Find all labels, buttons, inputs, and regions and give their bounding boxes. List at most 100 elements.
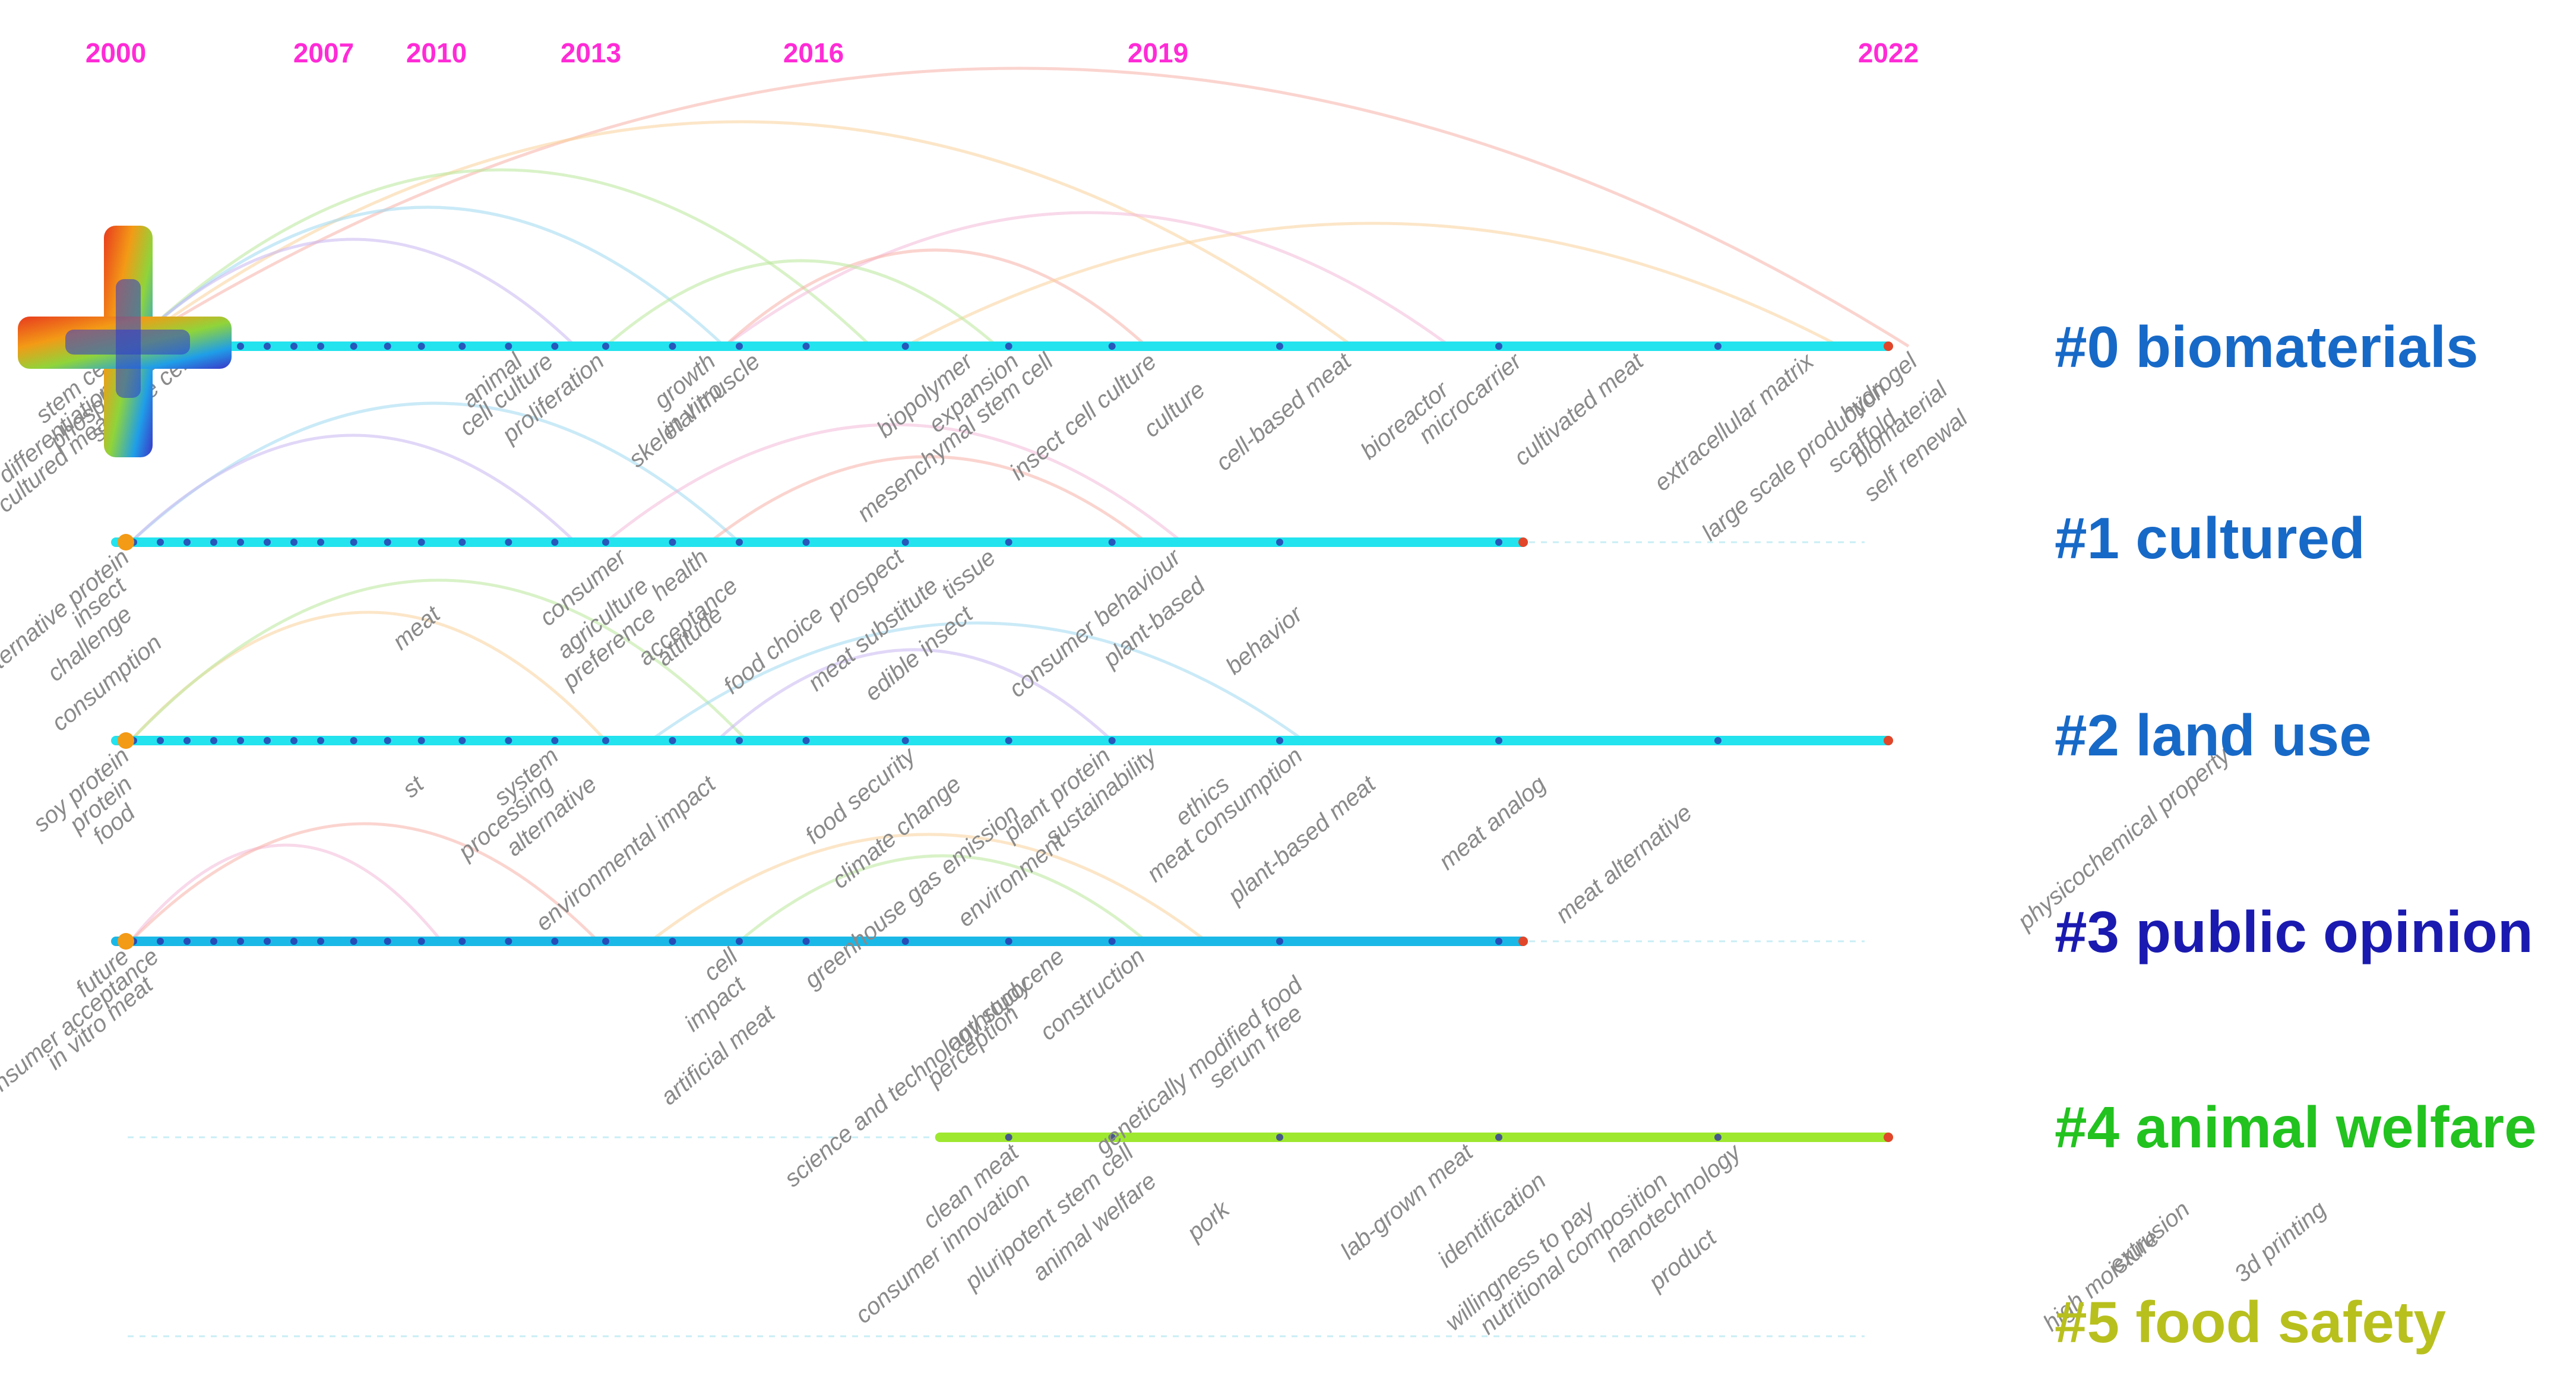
co-occurrence-arc [605,423,1183,543]
keyword-node [157,938,164,945]
keyword-node [210,938,217,945]
keyword-node [210,539,217,546]
cluster-label-0: #0 biomaterials [2055,314,2479,379]
keyword-node [384,343,391,350]
keyword-node [505,737,512,744]
co-occurrence-arcs [129,67,1910,942]
keyword-node [736,539,743,546]
keyword-node [1276,343,1283,350]
track-start-node [118,534,134,551]
co-occurrence-arc [649,833,1208,942]
co-occurrence-arc [129,843,443,942]
keyword-label: cultivated meat [1509,347,1649,471]
keyword-label: st [398,770,430,803]
keyword-node [1276,1134,1283,1141]
track-start-node [118,732,134,749]
keyword-node [264,539,271,546]
cluster-label-2: #2 land use [2055,703,2372,768]
keyword-label: 3d printing [2229,1196,2331,1288]
keyword-node [1495,737,1502,744]
year-label: 2010 [406,37,467,68]
keyword-node [669,343,676,350]
co-occurrence-arc [723,248,1148,347]
keyword-node [1495,938,1502,945]
keyword-node [1005,737,1012,744]
keyword-node [458,539,466,546]
keyword-node [417,343,425,350]
keyword-node [1714,1134,1721,1141]
keyword-node [802,737,810,744]
keyword-node [551,737,559,744]
keyword-node [602,539,609,546]
keyword-node [669,737,676,744]
keyword-node [157,539,164,546]
keyword-node [237,343,244,350]
co-occurrence-arc [605,259,998,347]
keyword-node [183,938,191,945]
keyword-label: culture [1139,377,1210,442]
keyword-node [901,938,909,945]
hub-burst-marker [18,226,232,457]
keyword-node [350,938,357,945]
keyword-node [901,737,909,744]
year-label: 2007 [293,37,354,68]
track-end-node [1884,1133,1893,1142]
cluster-label-1: #1 cultured [2055,505,2365,571]
keyword-node [1108,737,1116,744]
keyword-node [1108,938,1116,945]
track-end-node [1518,937,1528,946]
keyword-label: meat analog [1434,771,1551,875]
keyword-node [317,938,324,945]
keyword-node [669,938,676,945]
keyword-node [237,539,244,546]
keyword-node [1495,539,1502,546]
keyword-node [317,343,324,350]
keyword-node [1495,343,1502,350]
keyword-label: genetically modified food [1090,971,1308,1160]
keyword-node [157,737,164,744]
keyword-node [417,737,425,744]
keyword-node [290,938,298,945]
keyword-node [210,737,217,744]
co-occurrence-arc [708,455,1148,543]
keyword-node [1495,1134,1502,1141]
cluster-label-3: #3 public opinion [2055,899,2533,964]
year-label: 2016 [783,37,844,68]
keyword-node [736,343,743,350]
keyword-node [1276,938,1283,945]
co-occurrence-arc [723,211,1451,348]
keyword-node [1005,539,1012,546]
keyword-node [1276,539,1283,546]
keyword-node [1108,539,1116,546]
keyword-node [458,343,466,350]
keyword-node [602,343,609,350]
year-label: 2022 [1858,37,1919,68]
keyword-node [458,938,466,945]
keyword-label: tissue [936,544,1001,604]
cluster-tracks [111,341,1893,1337]
keyword-node [290,343,298,350]
keyword-node [802,343,810,350]
co-occurrence-arc [129,238,577,347]
year-label: 2013 [561,37,621,68]
keyword-node [384,737,391,744]
keyword-node [802,938,810,945]
keyword-node [901,539,909,546]
keyword-node [417,938,425,945]
keyword-node [417,539,425,546]
co-occurrence-arc [129,578,748,742]
keyword-node [802,539,810,546]
keyword-node [551,938,559,945]
keyword-node [1108,1134,1116,1141]
co-occurrence-arc [649,621,1305,742]
co-occurrence-arc [129,434,577,543]
keyword-node [384,938,391,945]
keyword-label: meat [388,600,446,655]
keyword-node [1005,1134,1012,1141]
keyword-node [505,539,512,546]
keyword-node [350,539,357,546]
keyword-node [264,343,271,350]
keyword-node [1005,343,1012,350]
